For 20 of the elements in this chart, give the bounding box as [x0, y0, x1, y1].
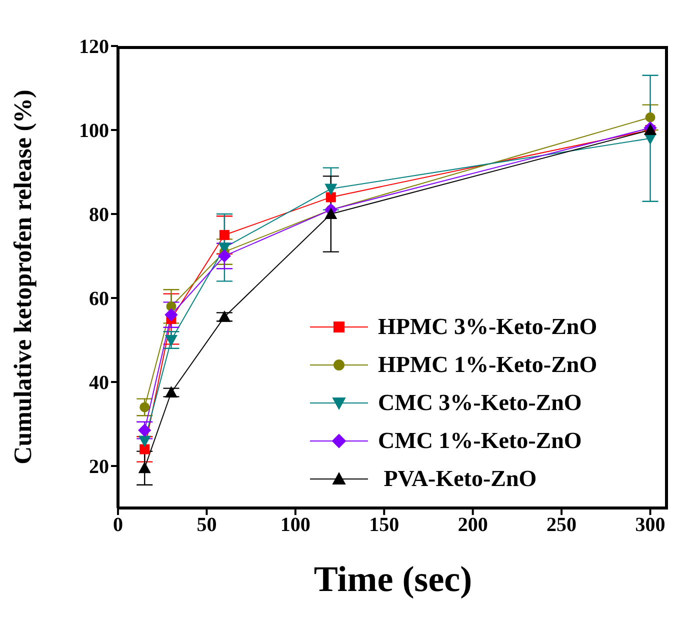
legend-label: PVA-Keto-ZnO: [382, 466, 537, 492]
x-tick-label: 50: [196, 514, 217, 536]
legend-label: CMC 3%-Keto-ZnO: [378, 390, 582, 416]
x-tick-label: 300: [635, 514, 666, 536]
x-tick-label: 250: [546, 514, 577, 536]
y-tick-label: 40: [89, 372, 109, 394]
y-tick-label: 20: [89, 456, 109, 478]
legend-label: HPMC 3%-Keto-ZnO: [378, 314, 598, 340]
x-axis-title: Time (sec): [314, 559, 472, 599]
y-axis-title: Cumulative ketoprofen release (%): [10, 90, 37, 464]
x-tick-label: 100: [280, 514, 310, 536]
y-tick-label: 80: [89, 204, 109, 226]
y-tick-label: 100: [79, 120, 109, 142]
y-tick-label: 120: [79, 36, 109, 58]
legend-label: HPMC 1%-Keto-ZnO: [378, 352, 598, 378]
x-tick-label: 150: [369, 514, 400, 536]
y-tick-label: 60: [89, 288, 109, 310]
x-tick-label: 0: [113, 514, 123, 536]
legend-label: CMC 1%-Keto-ZnO: [378, 428, 582, 454]
x-tick-label: 200: [458, 514, 488, 536]
